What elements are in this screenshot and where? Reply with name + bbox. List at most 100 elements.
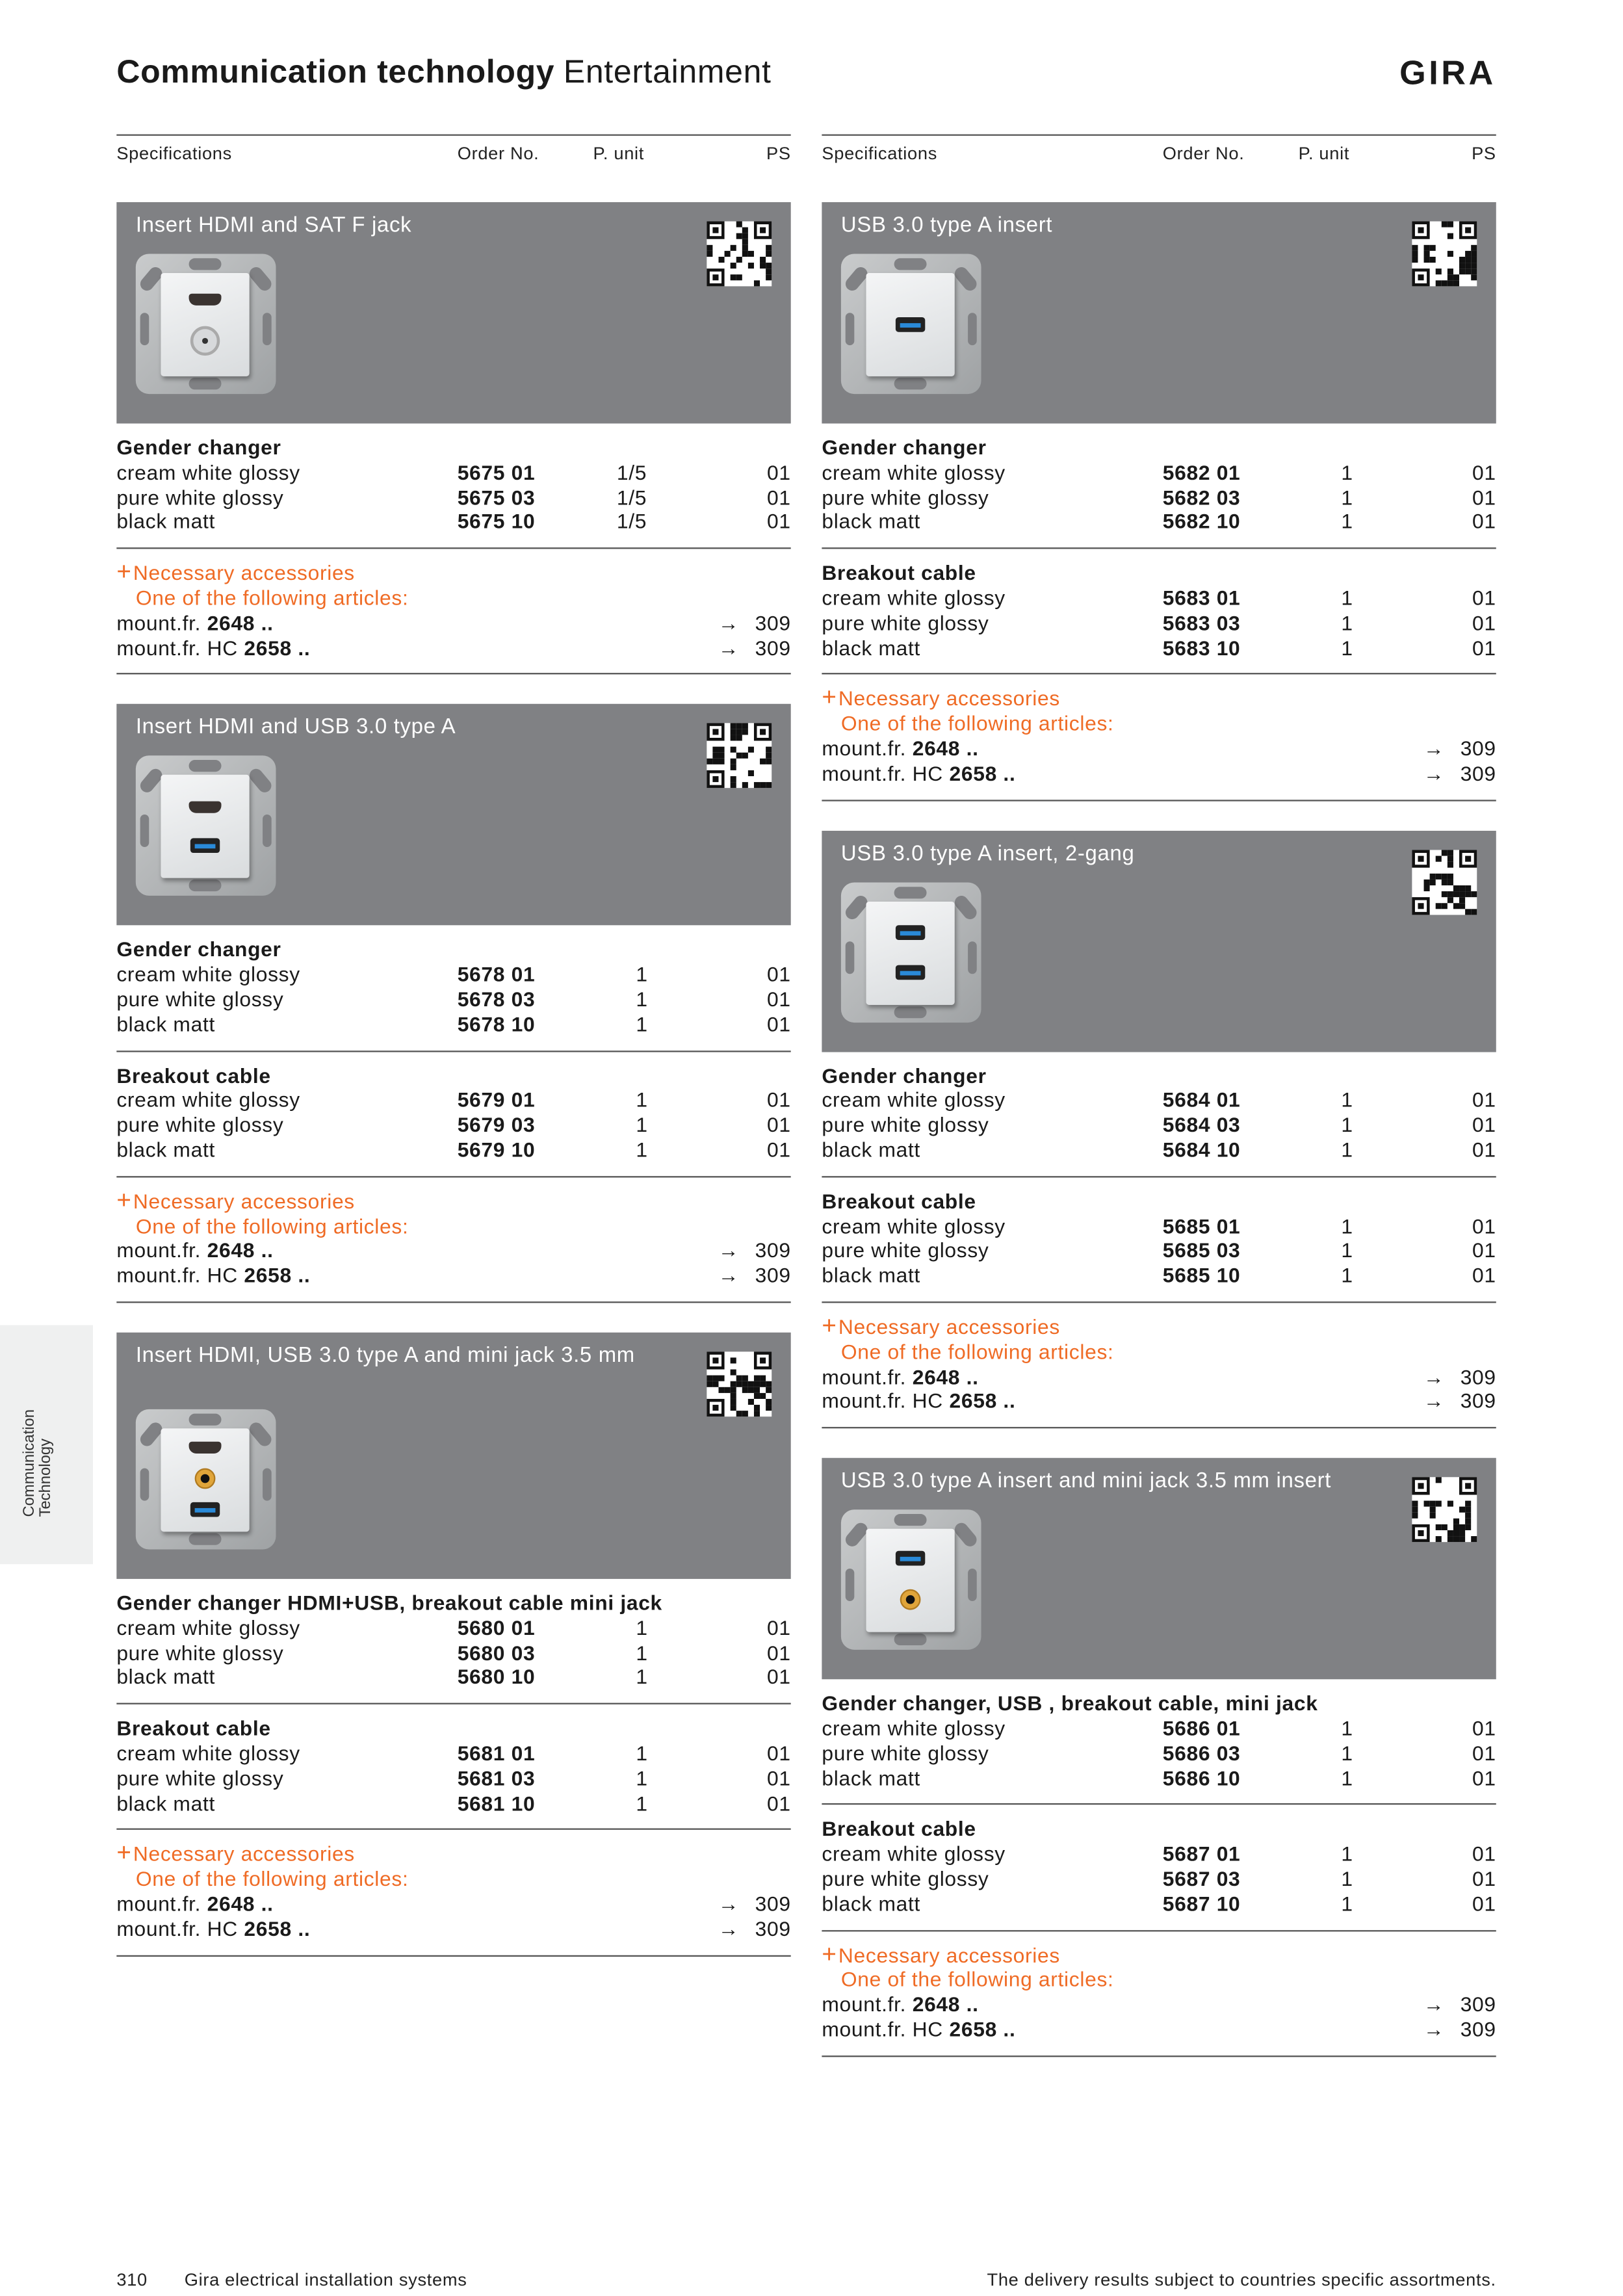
accessory-item[interactable]: mount.fr. HC 2658 .. → 309 — [822, 2017, 1496, 2042]
accessory-item[interactable]: mount.fr. HC 2658 .. → 309 — [116, 635, 790, 660]
ps-cell: 01 — [1472, 1088, 1496, 1112]
plus-icon: + — [116, 1839, 132, 1868]
usb-port-icon — [895, 965, 926, 980]
necessary-accessories: + Necessary accessories One of the follow… — [116, 549, 791, 675]
accessory-item[interactable]: mount.fr. HC 2658 .. → 309 — [822, 1389, 1496, 1414]
variant-group: Gender changer cream white glossy 5682 0… — [822, 423, 1496, 549]
order-number[interactable]: 5684 03 — [1162, 1112, 1241, 1137]
order-number[interactable]: 5678 01 — [457, 962, 536, 986]
section-tab-line2: Technology — [36, 1438, 55, 1517]
order-number[interactable]: 5686 03 — [1162, 1740, 1241, 1765]
spec-cell: black matt — [822, 1891, 921, 1915]
qr-code-icon[interactable] — [1412, 849, 1477, 915]
page-reference[interactable]: 309 — [755, 635, 791, 659]
pack-unit: 1 — [636, 987, 648, 1011]
plus-icon: + — [116, 1186, 132, 1214]
accessory-item[interactable]: mount.fr. HC 2658 .. → 309 — [116, 1263, 790, 1288]
page-reference[interactable]: 309 — [1460, 1364, 1496, 1389]
order-number[interactable]: 5683 10 — [1162, 635, 1241, 659]
accessory-item[interactable]: mount.fr. 2648 .. → 309 — [822, 737, 1496, 761]
product-banner: USB 3.0 type A insert — [822, 202, 1496, 424]
page-reference[interactable]: 309 — [755, 610, 791, 634]
product-title: Insert HDMI and SAT F jack — [135, 214, 412, 238]
table-row: cream white glossy 5675 01 1/5 01 — [116, 460, 790, 485]
ps-cell: 01 — [766, 1088, 791, 1112]
title-sub: Entertainment — [563, 53, 772, 90]
column-header: Specifications Order No. P. unit PS — [116, 134, 791, 173]
accessory-item[interactable]: mount.fr. 2648 .. → 309 — [116, 1238, 790, 1263]
order-number[interactable]: 5675 10 — [457, 510, 536, 534]
pack-unit: 1 — [636, 1112, 648, 1137]
order-number[interactable]: 5683 01 — [1162, 586, 1241, 610]
accessory-item[interactable]: mount.fr. 2648 .. → 309 — [116, 1892, 790, 1916]
section-tab[interactable]: Communication Technology — [0, 1325, 94, 1565]
section-tab-line1: Communication — [20, 1409, 39, 1517]
order-number[interactable]: 5679 10 — [457, 1138, 536, 1162]
order-number[interactable]: 5685 10 — [1162, 1263, 1241, 1287]
order-number[interactable]: 5679 03 — [457, 1112, 536, 1137]
table-row: black matt 5680 10 1 01 — [116, 1665, 790, 1689]
order-number[interactable]: 5685 01 — [1162, 1214, 1241, 1238]
pack-unit: 1 — [1341, 1842, 1353, 1866]
table-row: cream white glossy 5685 01 1 01 — [822, 1214, 1496, 1238]
header-p-unit: P. unit — [593, 143, 645, 164]
qr-code-icon[interactable] — [1412, 221, 1477, 287]
accessory-item[interactable]: mount.fr. 2648 .. → 309 — [822, 1992, 1496, 2017]
order-number[interactable]: 5682 01 — [1162, 460, 1241, 484]
page-reference[interactable]: 309 — [1460, 1389, 1496, 1413]
order-number[interactable]: 5681 01 — [457, 1741, 536, 1765]
qr-code-icon[interactable] — [1412, 1477, 1477, 1543]
order-number[interactable]: 5687 03 — [1162, 1866, 1241, 1890]
order-number[interactable]: 5681 03 — [457, 1766, 536, 1790]
variant-group: Breakout cable cream white glossy 5685 0… — [822, 1177, 1496, 1303]
order-number[interactable]: 5685 03 — [1162, 1238, 1241, 1262]
accessory-item[interactable]: mount.fr. HC 2658 .. → 309 — [116, 1916, 790, 1941]
product-block: USB 3.0 type A insert, 2-gang Gender cha… — [822, 830, 1496, 1429]
order-number[interactable]: 5684 10 — [1162, 1138, 1241, 1162]
page-reference[interactable]: 309 — [1460, 761, 1496, 785]
header-ps: PS — [1472, 143, 1496, 164]
page-reference[interactable]: 309 — [1460, 1992, 1496, 2016]
accessory-item[interactable]: mount.fr. 2648 .. → 309 — [116, 610, 790, 635]
accessories-subheading: One of the following articles: — [840, 711, 1114, 735]
ps-cell: 01 — [1472, 1866, 1496, 1890]
order-number[interactable]: 5675 01 — [457, 460, 536, 484]
order-number[interactable]: 5682 10 — [1162, 510, 1241, 534]
order-number[interactable]: 5680 03 — [457, 1640, 536, 1664]
order-number[interactable]: 5675 03 — [457, 484, 536, 509]
group-heading: Breakout cable — [116, 1063, 271, 1087]
accessory-item[interactable]: mount.fr. 2648 .. → 309 — [822, 1364, 1496, 1389]
page-number: 310 — [116, 2269, 148, 2291]
qr-code-icon[interactable] — [707, 221, 772, 287]
order-number[interactable]: 5684 01 — [1162, 1088, 1241, 1112]
pack-unit: 1 — [1341, 1740, 1353, 1765]
table-row: cream white glossy 5684 01 1 01 — [822, 1088, 1496, 1113]
pack-unit: 1 — [636, 1665, 648, 1689]
order-number[interactable]: 5680 01 — [457, 1615, 536, 1639]
pack-unit: 1 — [1341, 1214, 1353, 1238]
order-number[interactable]: 5678 10 — [457, 1011, 536, 1036]
accessory-item[interactable]: mount.fr. HC 2658 .. → 309 — [822, 761, 1496, 786]
necessary-accessories: + Necessary accessories One of the follow… — [822, 1303, 1496, 1429]
page-reference[interactable]: 309 — [1460, 736, 1496, 760]
qr-code-icon[interactable] — [707, 1351, 772, 1417]
page-reference[interactable]: 309 — [755, 1916, 791, 1940]
page-reference[interactable]: 309 — [755, 1891, 791, 1916]
variant-group: Gender changer, USB , breakout cable, mi… — [822, 1680, 1496, 1805]
order-number[interactable]: 5687 01 — [1162, 1842, 1241, 1866]
qr-code-icon[interactable] — [707, 724, 772, 789]
order-number[interactable]: 5687 10 — [1162, 1891, 1241, 1915]
page-reference[interactable]: 309 — [755, 1238, 791, 1262]
header-order-no: Order No. — [457, 143, 539, 164]
order-number[interactable]: 5683 03 — [1162, 610, 1241, 634]
page-reference[interactable]: 309 — [1460, 2016, 1496, 2041]
order-number[interactable]: 5682 03 — [1162, 484, 1241, 509]
ps-cell: 01 — [766, 1615, 791, 1639]
order-number[interactable]: 5686 01 — [1162, 1715, 1241, 1740]
order-number[interactable]: 5678 03 — [457, 987, 536, 1011]
order-number[interactable]: 5681 10 — [457, 1790, 536, 1815]
order-number[interactable]: 5680 10 — [457, 1665, 536, 1689]
order-number[interactable]: 5686 10 — [1162, 1766, 1241, 1790]
page-reference[interactable]: 309 — [755, 1263, 791, 1287]
order-number[interactable]: 5679 01 — [457, 1088, 536, 1112]
